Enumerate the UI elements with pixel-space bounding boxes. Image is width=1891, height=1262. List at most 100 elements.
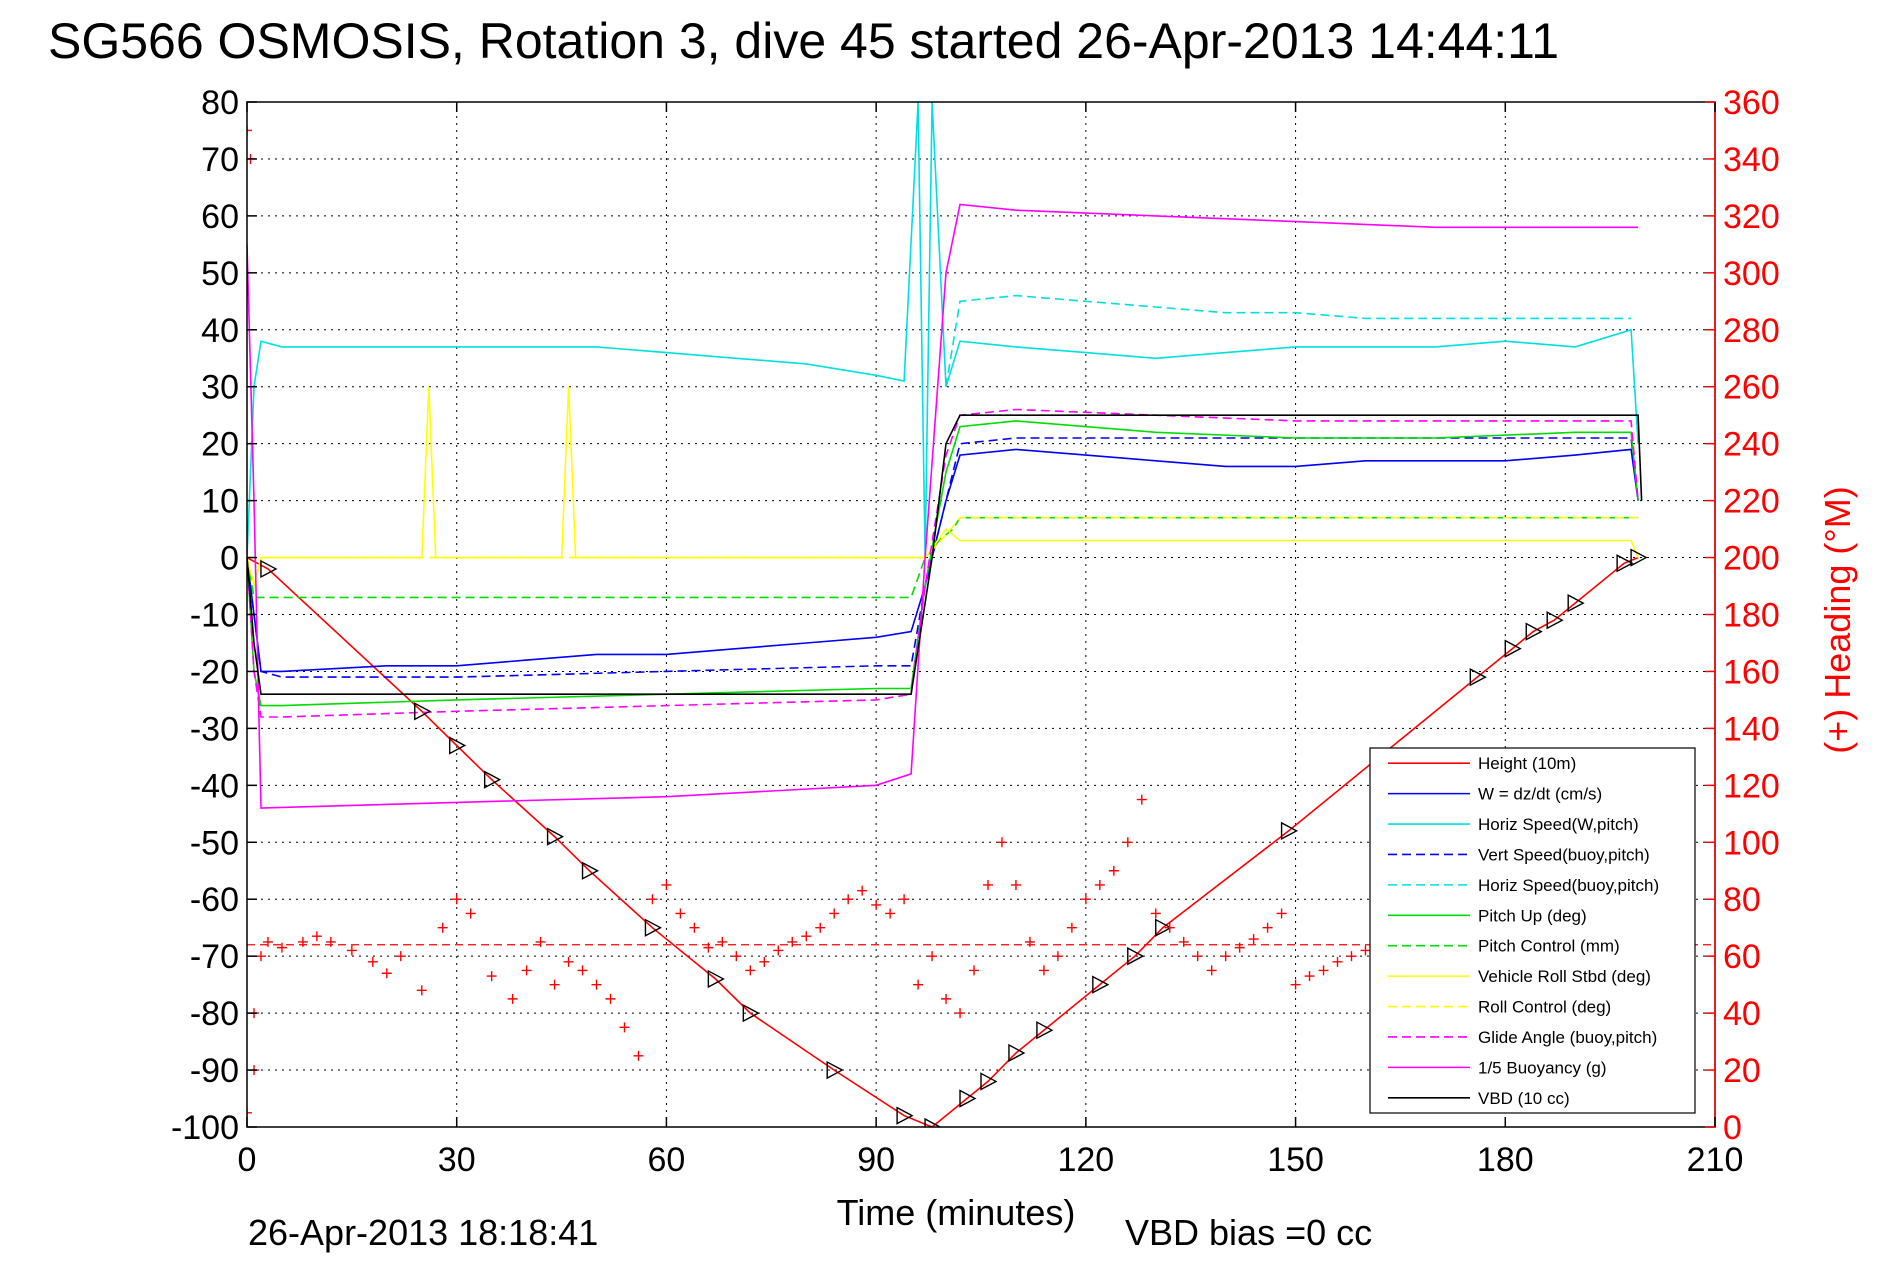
heading-point xyxy=(661,879,672,890)
right-tick-label: 340 xyxy=(1723,141,1780,179)
heading-point xyxy=(745,965,756,976)
heading-point xyxy=(731,951,742,962)
series-line-7 xyxy=(247,386,1639,587)
heading-point xyxy=(1150,908,1161,919)
right-tick-label: 360 xyxy=(1723,84,1780,122)
heading-point xyxy=(381,968,392,979)
height-marker xyxy=(449,736,467,755)
heading-point xyxy=(1206,965,1217,976)
legend-label: Height (10m) xyxy=(1478,754,1576,773)
right-tick-label: 280 xyxy=(1723,312,1780,350)
legend-label: Pitch Control (mm) xyxy=(1478,937,1620,956)
heading-point xyxy=(486,971,497,982)
y-tick-label: -80 xyxy=(190,995,239,1033)
y-tick-label: -50 xyxy=(190,824,239,862)
y-tick-label: 10 xyxy=(201,483,239,521)
right-axis-label: (+) Heading (°M) xyxy=(1817,486,1858,753)
heading-point xyxy=(1304,971,1315,982)
height-marker xyxy=(1546,611,1564,630)
heading-point xyxy=(703,942,714,953)
height-marker xyxy=(414,702,432,721)
right-tick-label: 0 xyxy=(1723,1109,1742,1147)
heading-point xyxy=(521,965,532,976)
vbd-bias-label: VBD bias =0 cc xyxy=(1125,1212,1372,1253)
right-tick-label: 160 xyxy=(1723,653,1780,691)
heading-point xyxy=(507,993,518,1004)
height-marker xyxy=(1525,622,1543,641)
series-line-9 xyxy=(247,408,1639,718)
height-marker xyxy=(959,1089,977,1108)
height-marker xyxy=(1008,1043,1026,1063)
heading-point xyxy=(982,879,993,890)
legend-label: Pitch Up (deg) xyxy=(1478,906,1587,925)
heading-point xyxy=(297,936,308,947)
heading-point xyxy=(605,993,616,1004)
heading-point xyxy=(619,1022,630,1033)
heading-point xyxy=(255,951,266,962)
heading-point xyxy=(1360,945,1371,956)
right-tick-label: 80 xyxy=(1723,881,1761,919)
heading-point xyxy=(633,1050,644,1061)
heading-point xyxy=(969,965,980,976)
heading-point xyxy=(577,965,588,976)
heading-point xyxy=(563,956,574,967)
right-tick-label: 320 xyxy=(1723,198,1780,236)
height-marker xyxy=(742,1003,760,1023)
heading-point xyxy=(1066,922,1077,933)
heading-point xyxy=(1192,951,1203,962)
footer-timestamp: 26-Apr-2013 18:18:41 xyxy=(248,1212,598,1253)
height-marker xyxy=(1616,554,1634,573)
right-tick-label: 120 xyxy=(1723,767,1780,805)
heading-point xyxy=(899,894,910,905)
heading-point xyxy=(535,936,546,947)
heading-point xyxy=(591,979,602,990)
legend-box xyxy=(1369,747,1696,1114)
heading-point xyxy=(1318,965,1329,976)
heading-point xyxy=(1178,936,1189,947)
legend-label: Vehicle Roll Stbd (deg) xyxy=(1478,967,1651,986)
heading-point xyxy=(955,1008,966,1019)
heading-point xyxy=(801,931,812,942)
height-marker xyxy=(1469,667,1487,687)
y-tick-label: 70 xyxy=(201,141,239,179)
heading-point xyxy=(1290,979,1301,990)
height-marker xyxy=(1036,1021,1054,1040)
heading-point xyxy=(276,942,287,953)
heading-point xyxy=(871,899,882,910)
heading-point xyxy=(1038,965,1049,976)
height-marker xyxy=(924,1117,942,1127)
x-tick-label: 0 xyxy=(238,1141,257,1179)
heading-point xyxy=(1262,922,1273,933)
heading-point xyxy=(717,936,728,947)
height-marker xyxy=(1155,918,1173,937)
heading-point xyxy=(325,936,336,947)
legend-label: Roll Control (deg) xyxy=(1478,998,1611,1017)
y-tick-label: -60 xyxy=(190,881,239,919)
heading-point xyxy=(416,985,427,996)
y-tick-label: 20 xyxy=(201,426,239,464)
heading-point xyxy=(857,885,868,896)
right-tick-label: 140 xyxy=(1723,710,1780,748)
heading-point xyxy=(1052,951,1063,962)
right-tick-label: 260 xyxy=(1723,369,1780,407)
series-line-5 xyxy=(247,420,1639,707)
height-marker xyxy=(1567,593,1585,613)
x-tick-label: 30 xyxy=(438,1141,476,1179)
x-tick-label: 150 xyxy=(1267,1141,1324,1179)
heading-point xyxy=(262,936,273,947)
height-marker xyxy=(483,770,502,789)
heading-point xyxy=(815,922,826,933)
y-tick-label: -40 xyxy=(190,767,239,805)
heading-point xyxy=(829,908,840,919)
height-marker xyxy=(1127,947,1145,966)
heading-point xyxy=(311,931,322,942)
height-marker xyxy=(896,1106,914,1125)
right-tick-label: 200 xyxy=(1723,540,1780,578)
height-marker xyxy=(644,918,662,937)
heading-point xyxy=(1332,956,1343,967)
y-tick-label: -90 xyxy=(190,1052,239,1090)
heading-point xyxy=(1010,879,1021,890)
height-marker xyxy=(546,827,565,846)
heading-point xyxy=(675,908,686,919)
